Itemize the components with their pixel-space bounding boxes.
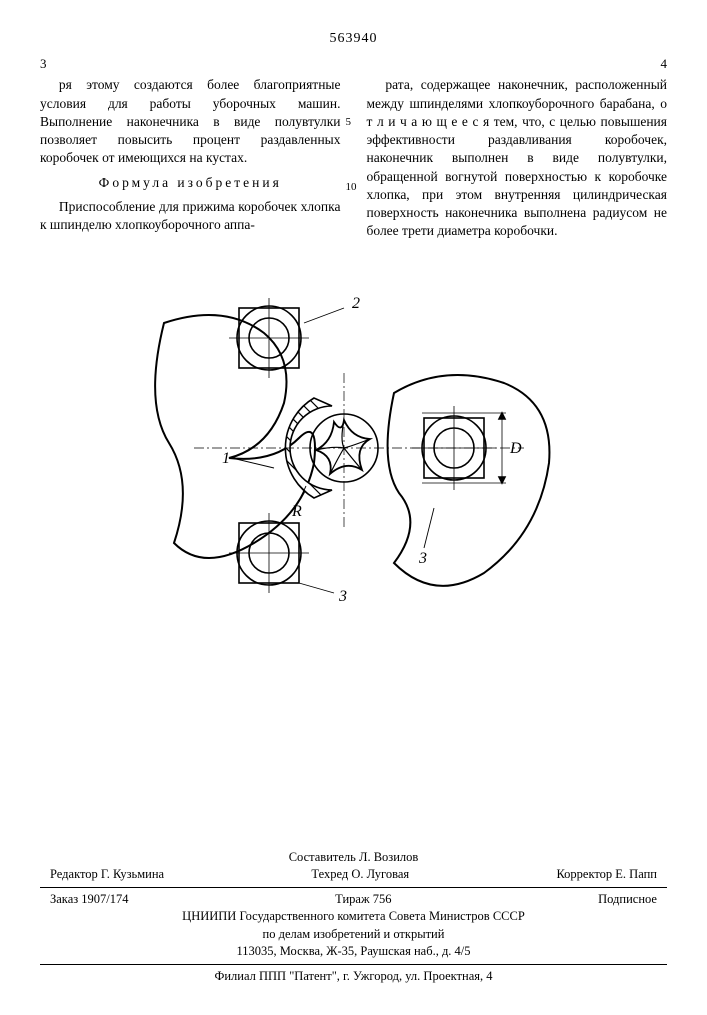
footer-corrector: Корректор Е. Папп (556, 866, 657, 884)
footer-org2: по делам изобретений и открытий (40, 926, 667, 944)
footer-editor: Редактор Г. Кузьмина (50, 866, 164, 884)
footer-order: Заказ 1907/174 (50, 891, 129, 909)
col2-p1: рата, содержащее наконечник, расположенн… (367, 76, 668, 240)
patent-number: 563940 (40, 30, 667, 49)
footer-branch: Филиал ППП "Патент", г. Ужгород, ул. Про… (40, 968, 667, 986)
text-columns: ря этому создаются более благоприятные у… (40, 76, 667, 243)
footer-subscription: Подписное (598, 891, 657, 909)
figure-label-2: 2 (352, 295, 360, 312)
footer-compiler: Составитель Л. Возилов (40, 849, 667, 867)
formula-title: Формула изобретения (40, 174, 341, 192)
page-left: 3 (40, 55, 47, 73)
figure-label-D: D (509, 440, 522, 457)
figure-label-1: 1 (222, 450, 230, 467)
patent-figure: 2 1 R 3 3 D (40, 263, 667, 628)
footer-copies: Тираж 756 (335, 891, 391, 909)
figure-label-3b: 3 (418, 550, 427, 567)
line-number-10: 10 (346, 180, 357, 195)
page-right: 4 (661, 55, 668, 73)
footer-org1: ЦНИИПИ Государственного комитета Совета … (40, 908, 667, 926)
footer-block: Составитель Л. Возилов Редактор Г. Кузьм… (40, 849, 667, 986)
col1-p1: ря этому создаются более благоприятные у… (40, 76, 341, 167)
footer-tech: Техред О. Луговая (311, 866, 409, 884)
line-number-5: 5 (346, 115, 352, 130)
footer-address: 113035, Москва, Ж-35, Раушская наб., д. … (40, 943, 667, 961)
figure-label-3a: 3 (338, 588, 347, 605)
figure-label-R: R (291, 503, 302, 520)
col1-p2: Приспособление для прижима коробочек хло… (40, 198, 341, 234)
